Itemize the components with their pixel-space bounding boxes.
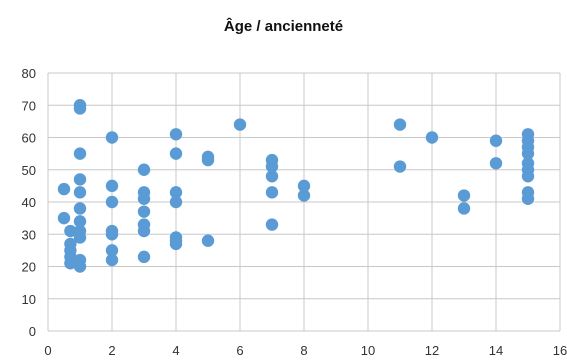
data-point [73,173,87,186]
x-tick-label: 14 [489,343,503,358]
data-point [73,260,87,273]
data-point [73,231,87,244]
data-point [137,205,151,218]
x-axis-ticks: 0 2 4 6 8 10 12 14 16 [44,343,567,358]
data-point [64,257,77,270]
data-point [105,253,119,267]
data-point [169,147,183,160]
data-point [57,211,71,225]
x-tick-label: 0 [44,343,51,358]
data-points [57,99,535,273]
data-point [265,160,279,173]
y-tick-label: 30 [22,227,36,242]
y-tick-label: 60 [22,131,36,146]
data-point [73,186,87,199]
data-point [489,157,503,170]
data-point [393,160,407,173]
data-point [169,186,183,199]
y-tick-label: 70 [22,98,36,113]
y-axis-ticks: 0 10 20 30 40 50 60 70 80 [22,66,36,339]
data-point [201,153,215,167]
data-point [169,237,183,251]
data-point [169,128,183,141]
data-point [297,189,311,202]
data-point [169,195,183,209]
data-point [297,179,311,193]
y-tick-label: 10 [22,292,36,307]
x-tick-label: 12 [425,343,439,358]
data-point [521,147,535,160]
data-point [105,131,119,144]
gridlines [47,72,561,332]
y-tick-label: 40 [22,195,36,210]
x-tick-label: 4 [172,343,179,358]
data-point [73,202,87,215]
data-point [105,228,119,241]
data-point [489,134,503,147]
data-point [457,202,471,215]
data-point [73,147,87,160]
data-point [73,102,87,115]
data-point [105,244,119,257]
data-point [73,215,87,228]
data-point [265,170,279,183]
data-point [265,186,279,199]
data-point [137,224,151,238]
y-tick-label: 20 [22,260,36,275]
x-tick-label: 8 [300,343,307,358]
data-point [105,195,119,209]
data-point [137,163,151,176]
data-point [457,189,471,202]
y-tick-label: 80 [22,66,36,81]
data-point [521,170,535,183]
data-point [64,224,77,238]
x-tick-label: 10 [361,343,375,358]
y-tick-label: 50 [22,163,36,178]
data-point [425,131,439,144]
data-point [137,192,151,205]
data-point [57,182,71,196]
data-point [137,250,151,264]
x-tick-label: 16 [553,343,567,358]
data-point [201,234,215,247]
data-point [105,179,119,193]
data-point [521,192,535,205]
x-tick-label: 2 [108,343,115,358]
x-tick-label: 6 [236,343,243,358]
data-point [265,218,279,231]
data-point [393,118,407,131]
y-tick-label: 0 [29,324,36,339]
chart-title: Âge / ancienneté [223,18,344,35]
data-point [233,118,247,131]
